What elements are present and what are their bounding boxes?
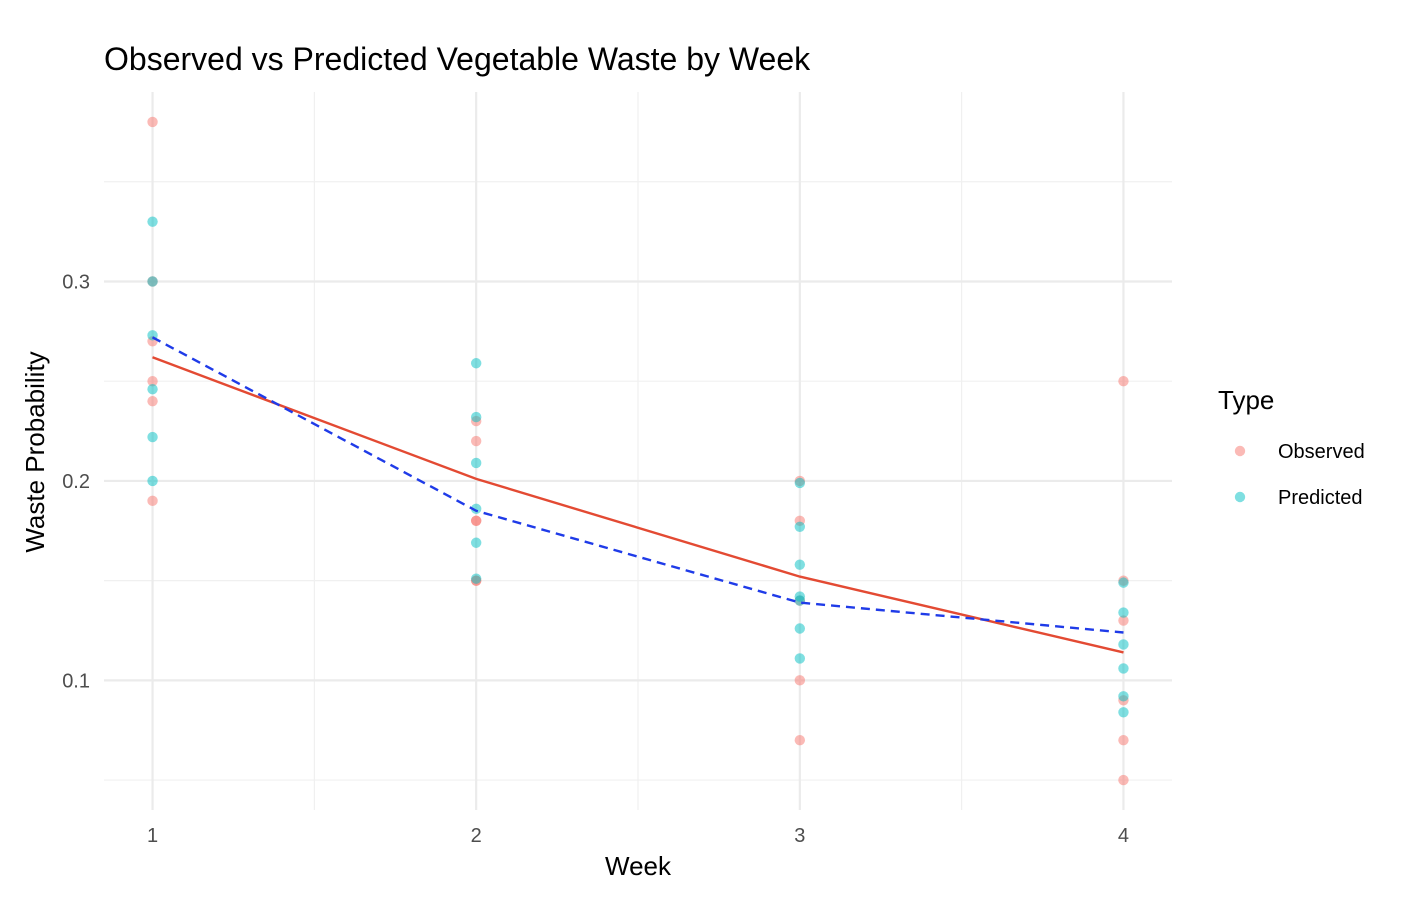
data-point-observed bbox=[1118, 734, 1129, 746]
data-point-observed bbox=[1118, 774, 1129, 786]
y-axis-ticks: 0.1 0.2 0.3 bbox=[62, 271, 90, 692]
legend-label-predicted: Predicted bbox=[1278, 487, 1363, 509]
data-point-predicted bbox=[1118, 707, 1129, 718]
legend-items: Observed Predicted bbox=[1234, 441, 1365, 509]
x-axis-ticks: 1 2 3 4 bbox=[147, 825, 1129, 847]
x-axis-title: Week bbox=[605, 851, 672, 881]
y-axis-title: Waste Probability bbox=[20, 351, 50, 552]
data-point-predicted bbox=[147, 216, 158, 227]
data-point-observed bbox=[794, 734, 806, 746]
data-point-observed bbox=[147, 375, 158, 387]
data-point-observed bbox=[1118, 615, 1129, 626]
trend-lines bbox=[151, 336, 1124, 654]
chart-title: Observed vs Predicted Vegetable Waste by… bbox=[104, 41, 811, 77]
legend-key-predicted bbox=[1234, 491, 1246, 503]
data-point-predicted bbox=[794, 653, 806, 664]
x-tick-label: 1 bbox=[147, 825, 158, 847]
y-tick-label: 0.1 bbox=[62, 670, 90, 692]
data-point-observed bbox=[147, 116, 158, 128]
data-point-predicted bbox=[794, 477, 806, 489]
data-point-predicted bbox=[470, 573, 482, 584]
legend: Type Observed Predicted bbox=[1218, 385, 1365, 509]
data-point-predicted bbox=[147, 276, 158, 287]
data-point-predicted bbox=[147, 431, 158, 443]
data-point-predicted bbox=[794, 623, 806, 634]
data-point-predicted bbox=[1118, 639, 1129, 650]
data-point-observed bbox=[147, 395, 158, 407]
data-point-observed bbox=[147, 495, 158, 507]
trend-line-predicted bbox=[151, 336, 1124, 634]
grid-minor bbox=[104, 92, 1172, 810]
legend-title: Type bbox=[1218, 385, 1274, 415]
data-point-predicted bbox=[1118, 577, 1129, 588]
legend-label-observed: Observed bbox=[1278, 441, 1365, 463]
data-point-observed bbox=[794, 675, 806, 686]
x-tick-label: 3 bbox=[794, 825, 805, 847]
data-point-predicted bbox=[147, 383, 158, 395]
y-tick-label: 0.2 bbox=[62, 471, 90, 493]
data-point-predicted bbox=[470, 457, 482, 469]
x-tick-label: 2 bbox=[471, 825, 482, 847]
data-point-observed bbox=[1118, 375, 1129, 387]
data-point-predicted bbox=[470, 503, 482, 515]
y-tick-label: 0.3 bbox=[62, 271, 90, 293]
legend-key-observed bbox=[1234, 445, 1246, 457]
data-point-predicted bbox=[794, 559, 806, 570]
data-point-predicted bbox=[1118, 663, 1129, 674]
x-tick-label: 4 bbox=[1118, 825, 1129, 847]
data-point-predicted bbox=[470, 537, 482, 548]
data-point-predicted bbox=[794, 595, 806, 606]
data-point-predicted bbox=[470, 411, 482, 423]
trend-line-observed bbox=[152, 356, 1124, 654]
data-point-predicted bbox=[1118, 607, 1129, 618]
data-point-predicted bbox=[794, 521, 806, 532]
data-point-observed bbox=[470, 435, 482, 447]
grid-major bbox=[104, 92, 1172, 810]
data-point-predicted bbox=[470, 358, 482, 369]
data-point-predicted bbox=[1118, 691, 1129, 702]
data-point-predicted bbox=[147, 475, 158, 487]
data-point-observed bbox=[470, 515, 482, 527]
